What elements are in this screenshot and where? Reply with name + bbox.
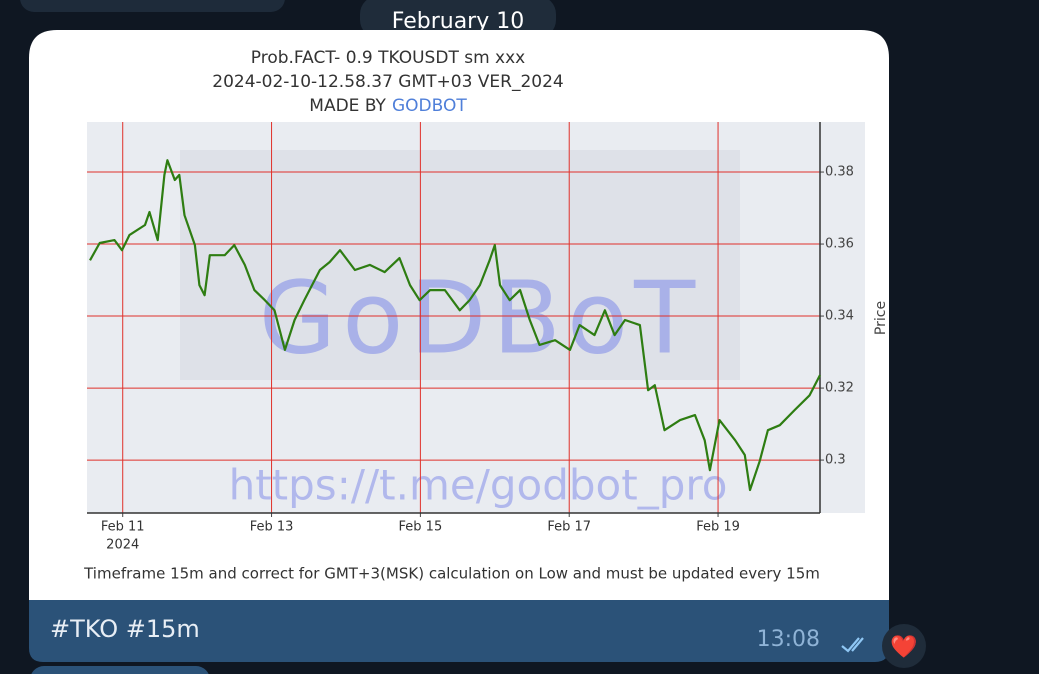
chart-title: MADE BY GODBOT bbox=[309, 96, 467, 116]
y-tick-label: 0.3 bbox=[825, 453, 846, 468]
x-tick-label: Feb 19 bbox=[696, 520, 740, 535]
bg-decor bbox=[180, 150, 740, 380]
message-footer bbox=[29, 600, 889, 662]
prev-bubble bbox=[20, 0, 285, 12]
x-tick-label: Feb 17 bbox=[547, 520, 591, 535]
chart: Prob.FACT- 0.9 TKOUSDT sm xxx 2024-02-10-… bbox=[83, 48, 889, 583]
watermark-url: https://t.me/godbot_pro bbox=[229, 461, 728, 510]
price-line bbox=[89, 159, 821, 492]
read-checks bbox=[841, 637, 864, 653]
chart-title: Prob.FACT- 0.9 TKOUSDT sm xxx bbox=[251, 48, 525, 68]
x-tick-label: Feb 11 bbox=[101, 520, 145, 535]
next-bubble bbox=[31, 666, 209, 674]
date-text: February 10 bbox=[392, 9, 524, 34]
x-tick-label: Feb 15 bbox=[399, 520, 443, 535]
reaction-emoji[interactable]: ❤️ bbox=[890, 634, 918, 660]
title-line: 2024-02-10-12.58.37 GMT+03 VER_2024 bbox=[212, 72, 564, 92]
title-line: Prob.FACT- 0.9 TKOUSDT sm xxx bbox=[251, 48, 525, 68]
title-line: MADE BY bbox=[309, 96, 386, 116]
x-tick-year: 2024 bbox=[106, 538, 139, 553]
watermark: GoDBoT bbox=[259, 259, 702, 376]
y-tick-label: 0.36 bbox=[825, 237, 854, 252]
message-time: 13:08 bbox=[757, 627, 820, 652]
date-badge bbox=[360, 0, 556, 38]
message-text: #TKO #15m bbox=[50, 615, 200, 643]
y-tick-label: 0.38 bbox=[825, 165, 854, 180]
reaction[interactable] bbox=[882, 624, 926, 668]
chart-title: 2024-02-10-12.58.37 GMT+03 VER_2024 bbox=[212, 72, 564, 92]
x-tick-label: Feb 13 bbox=[250, 520, 294, 535]
y-tick-label: 0.34 bbox=[825, 309, 854, 324]
y-tick-label: 0.32 bbox=[825, 381, 854, 396]
y-axis-label: Price bbox=[873, 301, 889, 335]
chart-footer: Timeframe 15m and correct for GMT+3(MSK)… bbox=[83, 565, 820, 583]
title-link: GODBOT bbox=[392, 96, 467, 116]
